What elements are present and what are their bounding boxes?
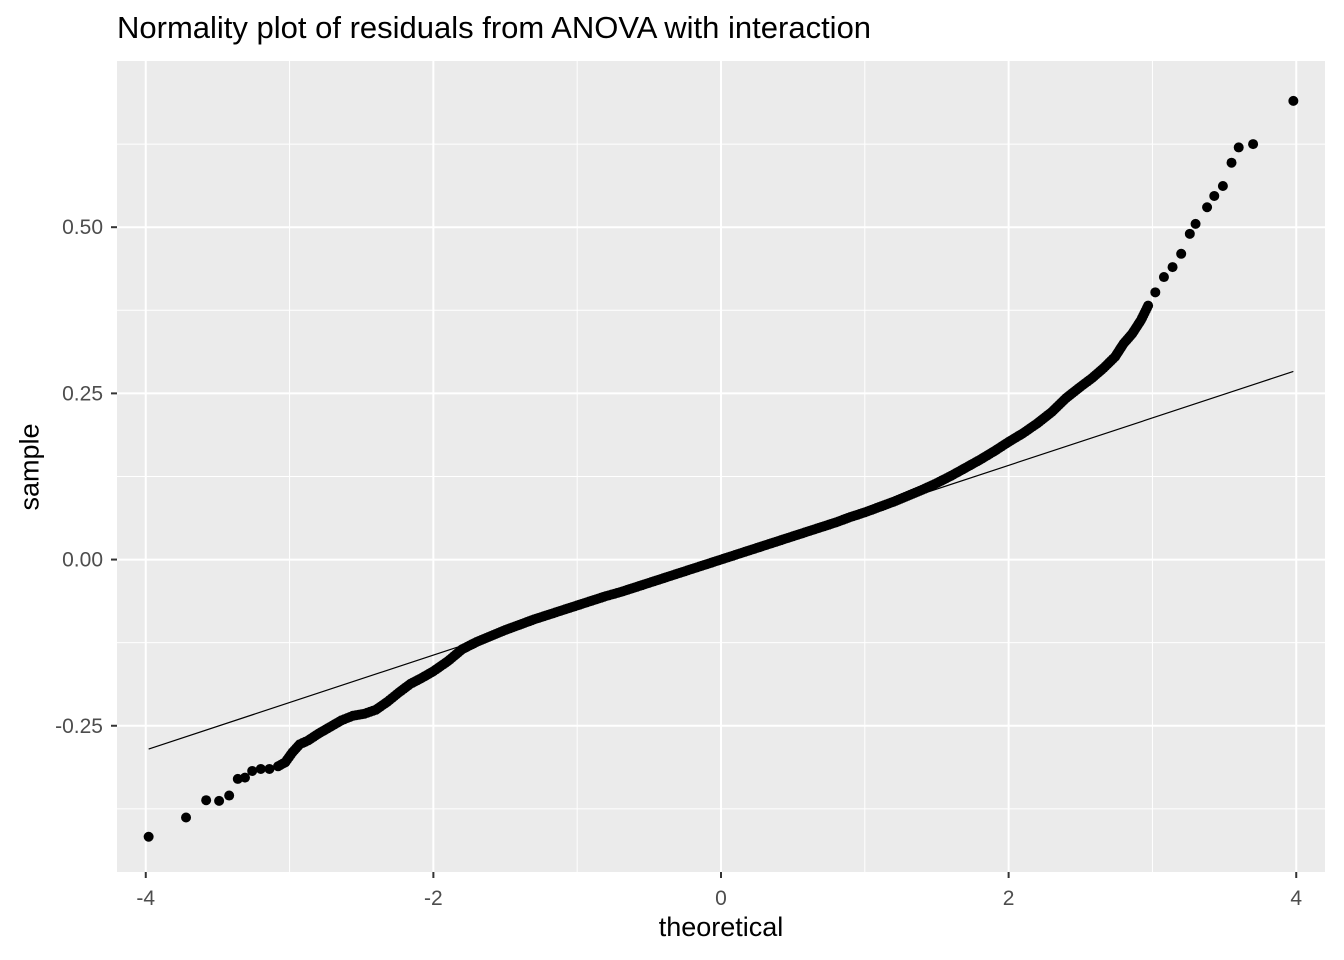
y-tick-label: 0.00 [62,549,103,572]
data-point [1176,248,1187,259]
y-axis-label: sample [14,423,45,511]
points-layer [143,95,1299,842]
data-point [1233,142,1244,153]
data-point [1141,303,1152,314]
data-point [1226,157,1237,168]
data-point [255,763,266,774]
data-point [247,765,258,776]
x-tick-label: -4 [136,887,155,910]
data-point [1167,262,1178,273]
data-point [143,831,154,842]
data-point [181,812,192,823]
data-point [214,795,225,806]
y-tick-label: -0.25 [55,715,103,738]
x-tick-label: 4 [1290,887,1302,910]
x-tick-label: 2 [1003,887,1015,910]
x-axis-ticks: -4 -2 0 2 4 [136,872,1302,910]
data-point [1217,180,1228,191]
data-point [1202,202,1213,213]
data-point [224,790,235,801]
data-point [1158,272,1169,283]
data-point [1288,95,1299,106]
y-tick-label: 0.25 [62,382,103,405]
data-point [201,795,212,806]
data-point [239,772,250,783]
data-point [1184,228,1195,239]
data-point [264,763,275,774]
y-axis-ticks: -0.25 0.00 0.25 0.50 [55,216,117,738]
x-tick-label: 0 [715,887,727,910]
x-tick-label: -2 [424,887,443,910]
data-point [1209,190,1220,201]
data-point [1150,287,1161,298]
chart-title: Normality plot of residuals from ANOVA w… [117,10,872,45]
x-axis-label: theoretical [658,912,784,942]
data-point [1248,139,1259,150]
data-point [1190,218,1201,229]
y-tick-label: 0.50 [62,216,103,239]
